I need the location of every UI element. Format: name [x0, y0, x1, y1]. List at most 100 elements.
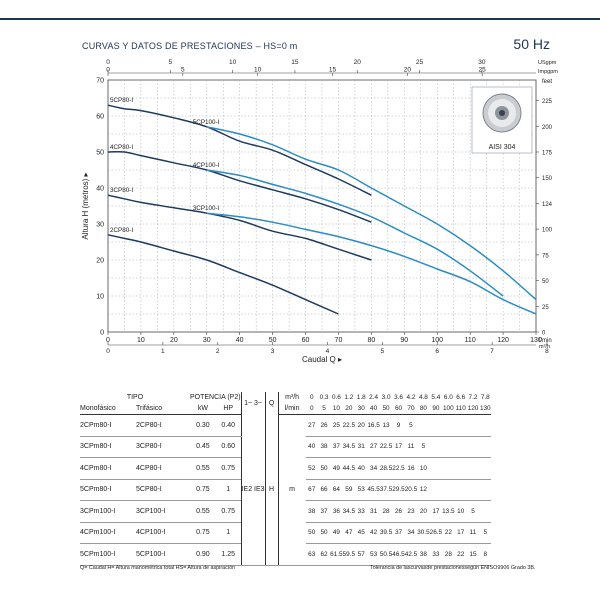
head-value: 12 [417, 479, 430, 501]
head-value: 50 [317, 522, 331, 544]
head-value: 37.5 [379, 479, 393, 501]
head-value: 20 [417, 500, 430, 523]
head-value: 20.5 [404, 479, 418, 501]
x-tick-label: 60 [302, 337, 310, 344]
right-tick-label: 50 [542, 279, 549, 285]
impgpm-unit-label: Impgpm [538, 69, 558, 75]
lmin-value: 100 [442, 403, 455, 415]
power-hp: 1 [215, 479, 242, 501]
model-mono: 4CPm100-I [80, 522, 136, 544]
series-label: 4CP80-I [110, 144, 133, 151]
impgpm-tick-label: 25 [479, 67, 487, 74]
head-value [454, 414, 467, 437]
power-kw: 0.75 [190, 522, 216, 544]
head-value [454, 457, 467, 480]
impgpm-tick-label: 10 [254, 67, 262, 74]
right-tick-label: 200 [542, 125, 553, 131]
head-value: 57 [355, 543, 368, 566]
lmin-value: 20 [342, 403, 356, 415]
head-value: 8 [479, 543, 492, 566]
head-value: 23 [404, 500, 418, 523]
head-value: 37 [392, 522, 405, 544]
right-tick-label: 150 [542, 176, 553, 182]
lmin-value: 0 [305, 403, 318, 415]
tipo-header: TIPO [126, 394, 144, 401]
head-value: 17 [454, 522, 467, 544]
head-value: 22.5 [392, 457, 405, 480]
y-tick-label: 30 [96, 222, 104, 229]
head-value: 22 [454, 543, 467, 566]
head-value [429, 436, 443, 458]
lmin-value: 30 [355, 403, 368, 415]
x-tick-label: 130 [530, 337, 542, 344]
head-value: 13 [379, 414, 393, 437]
power-kw: 0.90 [190, 543, 216, 566]
series-label: 2CP80-I [110, 227, 133, 234]
x-axis-label: Caudal Q ▸ [302, 355, 342, 364]
right-tick-label: 100 [542, 228, 553, 234]
m-unit: m [277, 414, 306, 566]
m3h-tick-label: 3 [271, 348, 275, 355]
series-label: 3CP100-I [193, 205, 220, 212]
chart-series: 5CP80-I 4CP80-I 3CP80-I 2CP80-I 5CP100-I 4CP1… [107, 97, 537, 315]
head-value [417, 414, 430, 437]
head-value: 16 [404, 457, 418, 480]
y-tick-label: 70 [96, 78, 104, 85]
model-tri: 5CP100-I [136, 543, 190, 566]
y-tick-label: 0 [100, 330, 104, 337]
m3h-value: 0.3 [319, 394, 329, 401]
lmin-unit: l/min [277, 403, 306, 415]
table-row: 4CPm80-I 4CP80-I 0.55 0.75 52 50 49 44.5 40 34 28.… [80, 457, 492, 480]
y-tick-label: 40 [96, 186, 104, 193]
x-tick-label: 30 [203, 337, 211, 344]
lmin-value: 90 [429, 403, 443, 415]
usgpm-unit-label: USgpm [538, 60, 557, 66]
model-mono: 4CPm80-I [80, 457, 136, 480]
right-tick-label: 124 [542, 202, 553, 208]
impgpm-tick-label: 5 [181, 67, 185, 74]
model-mono: 2CPm80-I [80, 414, 136, 437]
m3h-value: 5.4 [431, 394, 441, 401]
m3h-unit: m³/h [277, 392, 306, 403]
m3h-tick-label: 2 [216, 348, 220, 355]
lmin-value: 110 [454, 403, 467, 415]
usgpm-tick-label: 20 [354, 59, 362, 66]
x-tick-label: 110 [465, 337, 476, 344]
head-value: 20 [355, 414, 368, 437]
m3h-value: 2.4 [369, 394, 379, 401]
head-value: 64 [330, 479, 343, 501]
model-tri: 3CP100-I [136, 500, 190, 523]
head-value [479, 479, 492, 501]
model-mono: 5CPm100-I [80, 543, 136, 566]
m3h-value: 3.6 [394, 394, 403, 401]
head-value: 5 [479, 522, 492, 544]
curve-5cp80-i [107, 104, 372, 196]
trifasico-header: Trifásico [136, 403, 190, 415]
y-tick-label: 50 [96, 150, 104, 157]
m3h-value: 6.6 [456, 394, 466, 401]
head-value [429, 479, 443, 501]
head-value: 29.5 [392, 479, 405, 501]
head-value: 11 [466, 522, 480, 544]
curve-4cp80-i [107, 150, 372, 223]
power-kw: 0.30 [190, 414, 216, 437]
chart-grid [107, 79, 537, 333]
power-hp: 0.75 [215, 457, 242, 480]
x-unit-label: l/min [539, 338, 552, 344]
power-hp: 0.40 [215, 414, 242, 437]
head-value: 49 [330, 457, 343, 480]
hp-header: HP [215, 403, 242, 415]
head-value: 31 [355, 436, 368, 458]
right-tick-label: 225 [542, 99, 553, 105]
head-value: 50.5 [379, 543, 393, 566]
head-value [466, 414, 480, 437]
q-header: Q [268, 399, 275, 407]
lmin-value: 130 [479, 403, 492, 415]
head-value: 50 [317, 457, 331, 480]
head-value: 50 [305, 522, 318, 544]
head-value: 66 [317, 479, 331, 501]
model-tri: 4CP100-I [136, 522, 190, 544]
m3h-tick-label: 4 [326, 348, 330, 355]
